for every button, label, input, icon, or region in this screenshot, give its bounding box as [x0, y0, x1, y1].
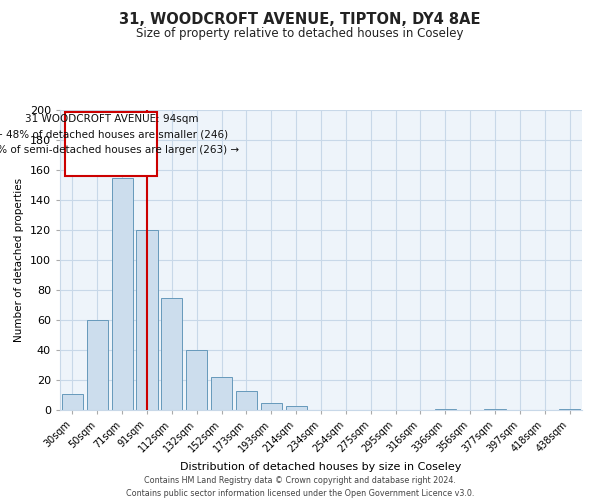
Text: 31, WOODCROFT AVENUE, TIPTON, DY4 8AE: 31, WOODCROFT AVENUE, TIPTON, DY4 8AE — [119, 12, 481, 28]
Bar — [236, 390, 257, 410]
Y-axis label: Number of detached properties: Number of detached properties — [14, 178, 24, 342]
Bar — [186, 350, 207, 410]
X-axis label: Distribution of detached houses by size in Coseley: Distribution of detached houses by size … — [181, 462, 461, 472]
Text: Size of property relative to detached houses in Coseley: Size of property relative to detached ho… — [136, 28, 464, 40]
Bar — [286, 406, 307, 410]
Bar — [112, 178, 133, 410]
Bar — [62, 394, 83, 410]
Text: Contains HM Land Registry data © Crown copyright and database right 2024.
Contai: Contains HM Land Registry data © Crown c… — [126, 476, 474, 498]
Bar — [87, 320, 108, 410]
Bar — [435, 408, 456, 410]
Bar — [161, 298, 182, 410]
Bar — [261, 402, 282, 410]
Bar — [211, 377, 232, 410]
Bar — [136, 230, 158, 410]
Bar — [559, 408, 580, 410]
Text: 31 WOODCROFT AVENUE: 94sqm
← 48% of detached houses are smaller (246)
52% of sem: 31 WOODCROFT AVENUE: 94sqm ← 48% of deta… — [0, 114, 239, 155]
Bar — [484, 408, 506, 410]
